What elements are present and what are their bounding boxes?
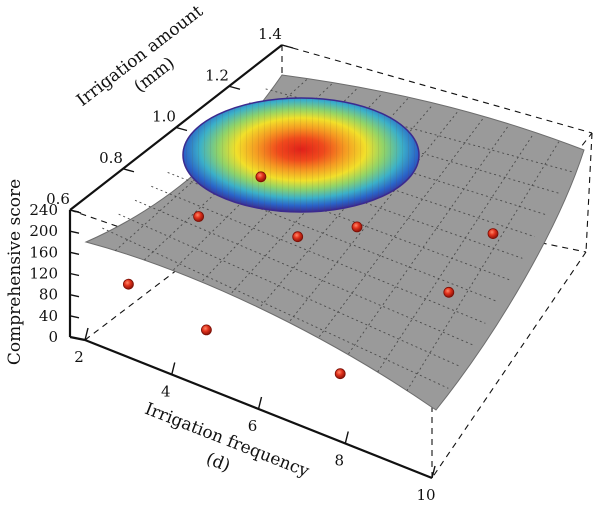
z-tick-label: 40 [39, 307, 58, 325]
z-tick-mark [69, 336, 80, 340]
z-tick-label: 120 [29, 265, 58, 283]
y-tick-label: 0.8 [99, 149, 123, 167]
surface-grid-line-y [348, 125, 509, 355]
x-tick-mark [257, 396, 263, 410]
data-point [193, 211, 205, 222]
data-point [351, 221, 363, 233]
x-tick-mark [84, 327, 89, 341]
z-tick-mark [69, 293, 80, 298]
z-tick-label: 0 [48, 328, 58, 346]
z-tick-label: 240 [29, 201, 58, 219]
z-tick-label: 80 [39, 286, 58, 304]
optimum-region [182, 97, 420, 213]
data-point [122, 278, 134, 290]
z-tick-mark [69, 272, 80, 277]
y-axis-ticks: 0.6 0.8 1.0 1.2 1.4 [46, 25, 294, 214]
data-point [443, 286, 455, 298]
y-tick-label: 1.4 [258, 25, 282, 43]
x-tick-label: 6 [248, 417, 258, 435]
z-tick-mark [69, 251, 80, 256]
frame-edge-right-back [585, 132, 593, 253]
x-tick-mark [344, 431, 349, 444]
x-tick-mark [171, 362, 176, 375]
data-point [255, 171, 267, 183]
x-tick-mark [431, 465, 436, 479]
y-tick-mark [175, 126, 188, 132]
x-axis-title: Irrigation frequency (d) [142, 399, 312, 482]
y-tick-label: 1.0 [152, 108, 176, 126]
x-tick-label: 2 [74, 348, 84, 366]
z-axis-title: Comprehensive score [5, 179, 25, 365]
x-axis-title-line2: (d) [203, 449, 233, 476]
frame-edge-top-back [281, 44, 593, 134]
z-tick-label: 200 [29, 222, 58, 240]
y-tick-mark [281, 44, 294, 49]
data-point [487, 228, 499, 240]
data-points [122, 171, 499, 380]
data-point [334, 368, 346, 380]
frame-edge-bottom-right [431, 251, 587, 479]
surface-grid-line-x [151, 185, 486, 324]
z-tick-label: 160 [29, 243, 58, 261]
data-point [292, 231, 304, 243]
z-axis-ticks: 0 40 80 120 160 200 240 [29, 201, 80, 346]
y-tick-mark [228, 85, 241, 90]
surface-grid-line-x [167, 171, 498, 303]
y-tick-mark [69, 209, 82, 214]
z-tick-mark [69, 315, 80, 319]
data-point [200, 324, 212, 336]
x-tick-label: 10 [416, 486, 435, 504]
surface-grid-line-x [134, 199, 474, 346]
surface-grid-line-y [406, 141, 560, 392]
optimum-ellipse-texture [183, 98, 419, 212]
x-tick-label: 4 [161, 383, 171, 401]
y-tick-mark [122, 168, 135, 173]
frame-edge-y-axis [69, 44, 283, 211]
x-axis-ticks: 2 4 6 8 10 [74, 327, 436, 504]
surface-grid-line-x [102, 227, 449, 389]
y-tick-label: 0.6 [46, 190, 70, 208]
x-tick-label: 8 [334, 452, 344, 470]
z-tick-mark [69, 230, 80, 234]
y-tick-label: 1.2 [205, 66, 229, 84]
surface-grid-line-y [318, 117, 484, 337]
